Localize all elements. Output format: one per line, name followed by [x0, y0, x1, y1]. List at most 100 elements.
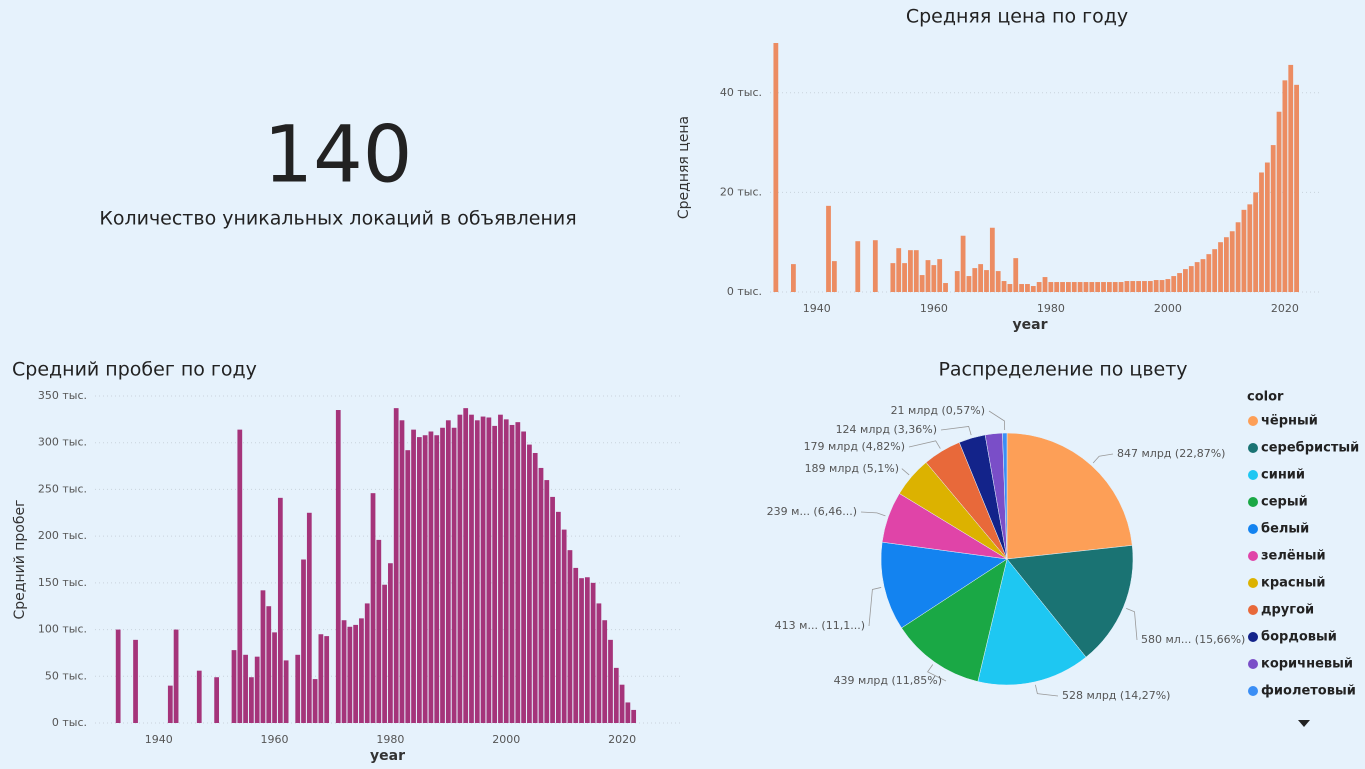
bar: [573, 567, 579, 723]
bar: [249, 677, 254, 723]
leader-line: [1092, 453, 1114, 464]
bar: [254, 656, 260, 723]
bar: [272, 632, 277, 723]
bar: [370, 493, 376, 723]
bar: [831, 261, 837, 292]
legend-label: красный: [1261, 576, 1325, 591]
legend-label: чёрный: [1261, 414, 1318, 429]
bar: [919, 275, 925, 292]
bar: [584, 577, 590, 723]
legend-label: другой: [1261, 603, 1314, 618]
bar: [353, 624, 359, 723]
y-tick-label: 300 тыс.: [38, 436, 87, 449]
bar: [1142, 281, 1147, 292]
x-tick-label: 1960: [920, 302, 948, 315]
leader-line: [868, 587, 882, 627]
bar: [1229, 231, 1235, 292]
bar: [1118, 282, 1124, 292]
x-tick-label: 1960: [261, 733, 289, 746]
x-axis-label: year: [370, 748, 405, 764]
bar: [1270, 145, 1276, 292]
x-tick-label: 1940: [803, 302, 831, 315]
bar: [382, 584, 387, 723]
bar: [486, 417, 492, 723]
bar: [1235, 222, 1241, 292]
bar: [503, 419, 509, 723]
bar: [1200, 259, 1206, 292]
bar: [1147, 281, 1153, 292]
bar: [931, 265, 937, 292]
bar: [1241, 209, 1247, 292]
bar: [1247, 204, 1253, 292]
chart-title: Распределение по цвету: [938, 359, 1187, 381]
y-tick-label: 150 тыс.: [38, 576, 87, 589]
legend-label: белый: [1261, 522, 1309, 537]
y-tick-label: 20 тыс.: [720, 185, 762, 198]
pie-slice: [1006, 545, 1134, 658]
legend-marker: [1248, 551, 1258, 561]
y-tick-label: 40 тыс.: [720, 86, 762, 99]
bar: [1171, 276, 1177, 292]
bar: [521, 431, 526, 723]
bar: [1060, 282, 1065, 292]
legend-label: бордовый: [1261, 630, 1337, 645]
x-tick-label: 2020: [1271, 302, 1299, 315]
bar: [937, 259, 943, 292]
bar: [855, 241, 861, 292]
data-label: 413 м... (11,1...): [775, 619, 865, 632]
bar: [613, 667, 619, 723]
legend-marker: [1248, 524, 1258, 534]
bar: [1288, 64, 1294, 292]
bar: [341, 620, 347, 723]
bar: [579, 578, 584, 723]
kpi-label: Количество уникальных локаций в объявлен…: [99, 208, 576, 230]
bar: [428, 431, 434, 723]
bar: [167, 685, 173, 723]
legend-scroll: [1298, 720, 1310, 727]
bar: [1101, 282, 1106, 292]
bar: [277, 497, 283, 723]
bar: [399, 420, 405, 723]
bar: [1159, 280, 1165, 292]
bar: [295, 654, 301, 723]
x-tick-label: 2000: [1154, 302, 1182, 315]
bar: [1025, 284, 1030, 292]
bar: [1001, 281, 1007, 292]
x-tick-label: 1980: [376, 733, 404, 746]
legend-marker: [1248, 686, 1258, 696]
bar: [527, 444, 532, 723]
bar: [984, 270, 989, 292]
bar: [1136, 281, 1142, 292]
data-label: 528 млрд (14,27%): [1062, 689, 1170, 702]
data-label: 179 млрд (4,82%): [804, 440, 905, 453]
bar: [544, 480, 550, 723]
bar: [306, 512, 312, 723]
data-label: 124 млрд (3,36%): [836, 423, 937, 436]
bar: [474, 420, 480, 723]
bar: [1106, 282, 1112, 292]
bar: [498, 414, 503, 723]
data-label: 847 млрд (22,87%): [1117, 447, 1225, 460]
bar: [995, 271, 1001, 292]
pie-slice: [901, 558, 1008, 682]
leader-line: [901, 468, 910, 476]
data-label: 439 млрд (11,85%): [834, 674, 942, 687]
y-axis-label: Средняя цена: [676, 116, 692, 219]
chart-title: Средний пробег по году: [12, 359, 257, 381]
bar: [550, 496, 555, 723]
bar: [1013, 258, 1019, 292]
bar: [1165, 279, 1171, 292]
bar: [1177, 273, 1182, 292]
bar: [989, 227, 995, 292]
bar: [318, 634, 324, 723]
pie-slice: [1002, 432, 1008, 560]
leader-line: [940, 425, 972, 436]
bar: [567, 550, 573, 723]
bar: [133, 639, 138, 723]
bar: [1212, 249, 1218, 292]
legend-label: серебристый: [1261, 441, 1359, 456]
y-tick-label: 0 тыс.: [727, 285, 762, 298]
bar: [405, 450, 411, 723]
bar: [978, 264, 984, 292]
